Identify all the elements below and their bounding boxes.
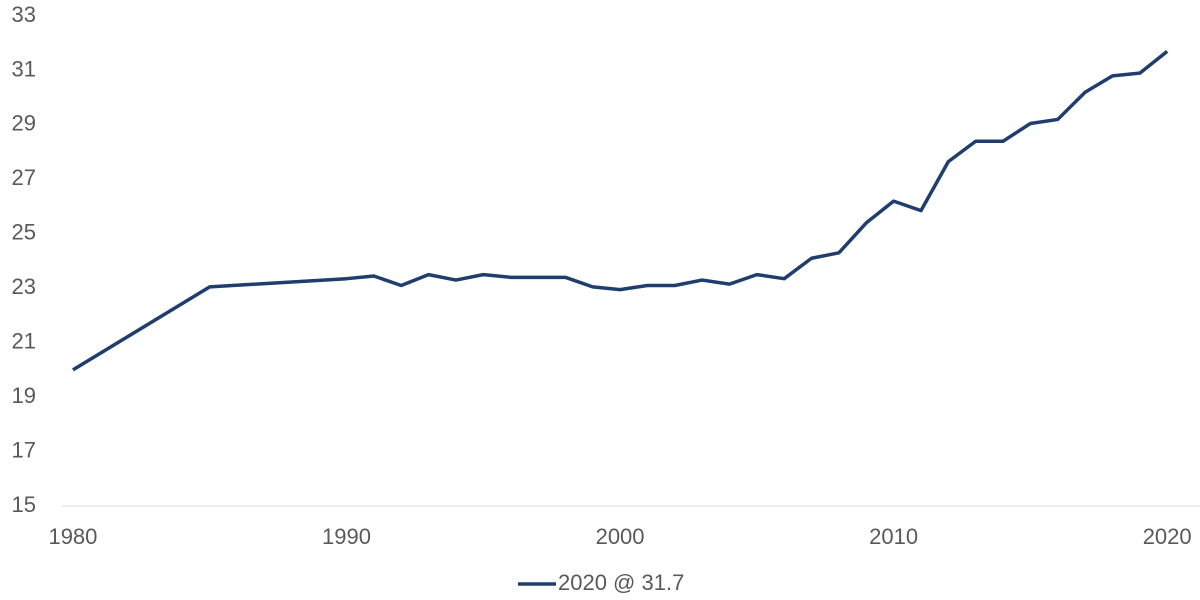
y-tick-label: 21	[12, 328, 36, 353]
y-tick-label: 31	[12, 56, 36, 81]
y-tick-label: 19	[12, 383, 36, 408]
y-tick-label: 27	[12, 165, 36, 190]
x-tick-label: 2000	[596, 524, 645, 549]
line	[72, 50, 1169, 372]
y-tick-label: 23	[12, 274, 36, 299]
x-tick-label: 1980	[48, 524, 97, 549]
legend-label: 2020 @ 31.7	[558, 570, 684, 595]
x-tick-label: 1990	[322, 524, 371, 549]
x-tick-label: 2020	[1143, 524, 1192, 549]
y-tick-label: 25	[12, 220, 36, 245]
y-tick-label: 15	[12, 492, 36, 517]
y-tick-label: 29	[12, 111, 36, 136]
x-tick-label: 2010	[869, 524, 918, 549]
y-tick-label: 33	[12, 2, 36, 27]
y-tick-label: 17	[12, 437, 36, 462]
